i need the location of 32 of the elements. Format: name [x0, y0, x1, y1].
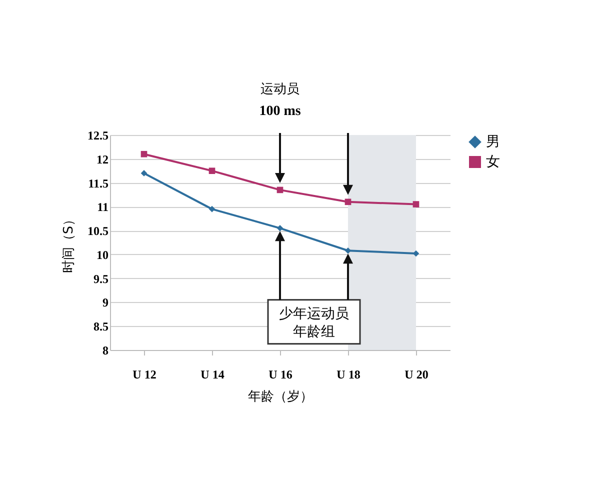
text: 运动员: [260, 82, 300, 97]
y-tick-label: 8.5: [94, 320, 108, 334]
point: [208, 206, 216, 212]
y-tick-label: 10.5: [88, 224, 108, 238]
y-tick-label: 11: [97, 200, 108, 214]
point: [140, 170, 148, 176]
x-tick-label: U 20: [404, 368, 428, 382]
x-axis-title: 年龄（岁）: [248, 390, 313, 404]
y-tick-label: 9.5: [94, 272, 108, 286]
point: [344, 247, 352, 254]
y-axis-title: 时间（S）: [62, 212, 76, 274]
point: [344, 198, 352, 206]
point: [276, 186, 284, 194]
y-tick-label: 11.5: [88, 176, 108, 190]
point: [412, 250, 420, 257]
x-tick-label: U 18: [336, 368, 360, 382]
x-tick-label: U 14: [200, 368, 224, 382]
point: [276, 225, 284, 232]
y-tick-label: 10: [96, 248, 108, 262]
x-tick-label: U 16: [268, 368, 292, 382]
legend-label: 女: [486, 154, 500, 170]
y-tick-label: 9: [102, 296, 108, 310]
text: 100 ms: [259, 104, 302, 119]
legend-label: 男: [486, 134, 500, 150]
point: [412, 201, 420, 208]
y-tick-label: 12: [96, 152, 108, 166]
y-tick-label: 8: [102, 344, 108, 358]
x-tick-label: U 12: [132, 368, 156, 382]
point: [208, 168, 216, 174]
point: [140, 150, 148, 158]
annotation: 少年运动员年龄组: [279, 306, 349, 340]
y-tick-label: 12.5: [88, 128, 108, 142]
